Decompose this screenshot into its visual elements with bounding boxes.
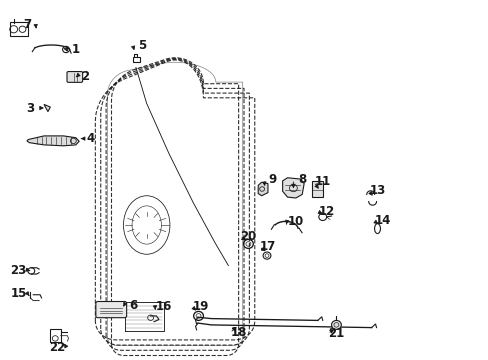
Text: 17: 17 xyxy=(259,240,276,253)
Polygon shape xyxy=(44,104,50,112)
Text: 8: 8 xyxy=(298,172,305,186)
Text: 21: 21 xyxy=(327,327,344,341)
FancyBboxPatch shape xyxy=(96,301,126,318)
Bar xyxy=(50,329,61,342)
Text: 6: 6 xyxy=(129,298,137,312)
Bar xyxy=(311,181,322,197)
Text: 3: 3 xyxy=(26,102,34,114)
FancyBboxPatch shape xyxy=(67,72,82,82)
Text: 4: 4 xyxy=(86,132,94,145)
Bar xyxy=(10,22,28,36)
Text: 19: 19 xyxy=(192,300,208,312)
Polygon shape xyxy=(282,178,304,198)
Text: 10: 10 xyxy=(287,215,304,228)
Text: 15: 15 xyxy=(10,287,27,300)
Text: 7: 7 xyxy=(23,18,31,31)
Text: 16: 16 xyxy=(155,300,172,312)
Bar xyxy=(132,57,140,62)
Text: 1: 1 xyxy=(72,43,80,56)
Text: 13: 13 xyxy=(368,184,385,197)
Text: 18: 18 xyxy=(230,327,246,339)
Text: 22: 22 xyxy=(49,341,66,354)
Text: 9: 9 xyxy=(268,172,276,186)
Circle shape xyxy=(331,320,341,329)
Text: 20: 20 xyxy=(240,230,256,243)
Polygon shape xyxy=(27,136,79,146)
Text: 12: 12 xyxy=(318,205,334,218)
Text: 11: 11 xyxy=(314,175,330,188)
Text: 23: 23 xyxy=(10,264,27,276)
Text: 14: 14 xyxy=(373,214,390,227)
Text: 2: 2 xyxy=(81,70,89,83)
Polygon shape xyxy=(258,182,267,196)
Text: 5: 5 xyxy=(138,39,145,53)
